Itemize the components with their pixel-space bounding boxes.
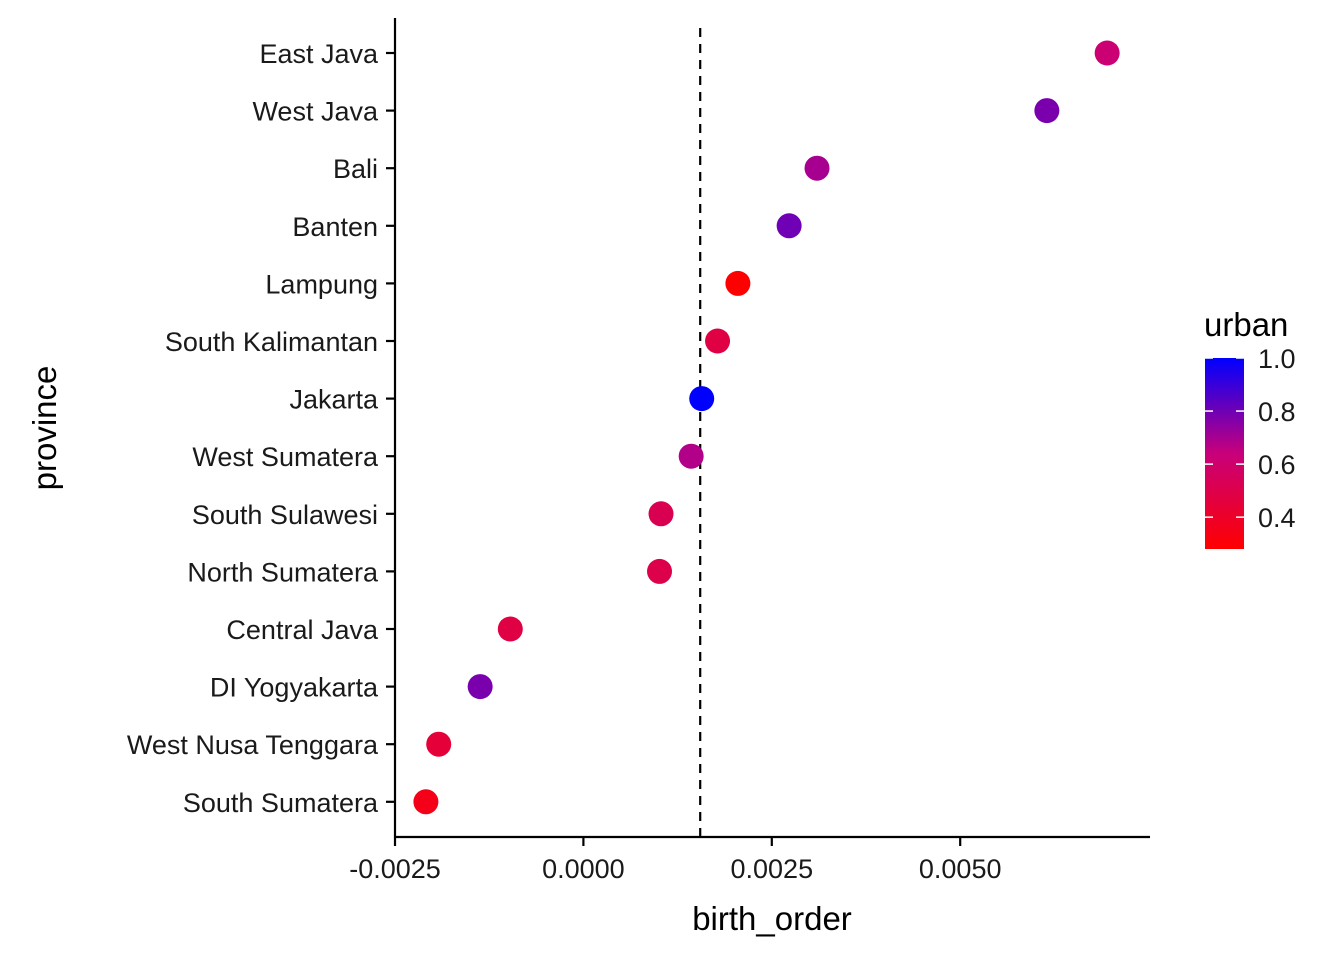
- y-tick-label: Jakarta: [289, 385, 379, 415]
- y-tick-label: DI Yogyakarta: [210, 673, 379, 703]
- color-legend: urban 1.0 0.8 0.6 0.4: [1204, 306, 1296, 549]
- y-tick-label: West Sumatera: [192, 442, 379, 472]
- data-point: [725, 270, 751, 296]
- data-points: [413, 40, 1120, 815]
- y-tick-label: Lampung: [265, 269, 378, 299]
- legend-ticks: 1.0 0.8 0.6 0.4: [1205, 344, 1296, 533]
- y-tick-label: West Java: [252, 97, 379, 127]
- plot-area: East Java West Java Bali Banten Lampung South…: [127, 18, 1150, 884]
- legend-tick-label: 0.6: [1258, 450, 1296, 480]
- data-point: [678, 443, 704, 469]
- y-tick-label: East Java: [259, 39, 379, 69]
- y-tick-label: South Sulawesi: [192, 500, 378, 530]
- data-point: [426, 731, 452, 757]
- data-point: [467, 674, 493, 700]
- data-point: [1094, 40, 1120, 66]
- x-tick-label: -0.0025: [349, 854, 441, 884]
- x-ticks: -0.0025 0.0000 0.0025 0.0050: [349, 837, 1001, 884]
- data-point: [1034, 98, 1060, 124]
- y-tick-label: Bali: [333, 154, 378, 184]
- data-point: [705, 328, 731, 354]
- y-tick-label: Central Java: [226, 615, 379, 645]
- data-point: [648, 501, 674, 527]
- data-point: [647, 558, 673, 584]
- legend-tick-label: 0.4: [1258, 503, 1296, 533]
- y-tick-label: North Sumatera: [187, 557, 379, 587]
- y-tick-label: Banten: [292, 212, 378, 242]
- legend-title: urban: [1204, 306, 1288, 343]
- legend-tick-label: 0.8: [1258, 397, 1296, 427]
- x-tick-label: 0.0000: [542, 854, 625, 884]
- y-axis-title: province: [26, 366, 63, 491]
- y-tick-label: West Nusa Tenggara: [127, 730, 379, 760]
- x-tick-label: 0.0050: [919, 854, 1002, 884]
- x-axis-title: birth_order: [692, 900, 852, 937]
- data-point: [804, 155, 830, 181]
- y-tick-label: South Kalimantan: [165, 327, 378, 357]
- data-point: [689, 386, 715, 412]
- data-point: [776, 213, 802, 239]
- data-point: [497, 616, 523, 642]
- y-ticks: East Java West Java Bali Banten Lampung South…: [127, 39, 395, 818]
- legend-tick-label: 1.0: [1258, 344, 1296, 374]
- data-point: [413, 789, 439, 815]
- x-tick-label: 0.0025: [731, 854, 814, 884]
- y-tick-label: South Sumatera: [183, 788, 379, 818]
- legend-colorbar: [1205, 358, 1244, 549]
